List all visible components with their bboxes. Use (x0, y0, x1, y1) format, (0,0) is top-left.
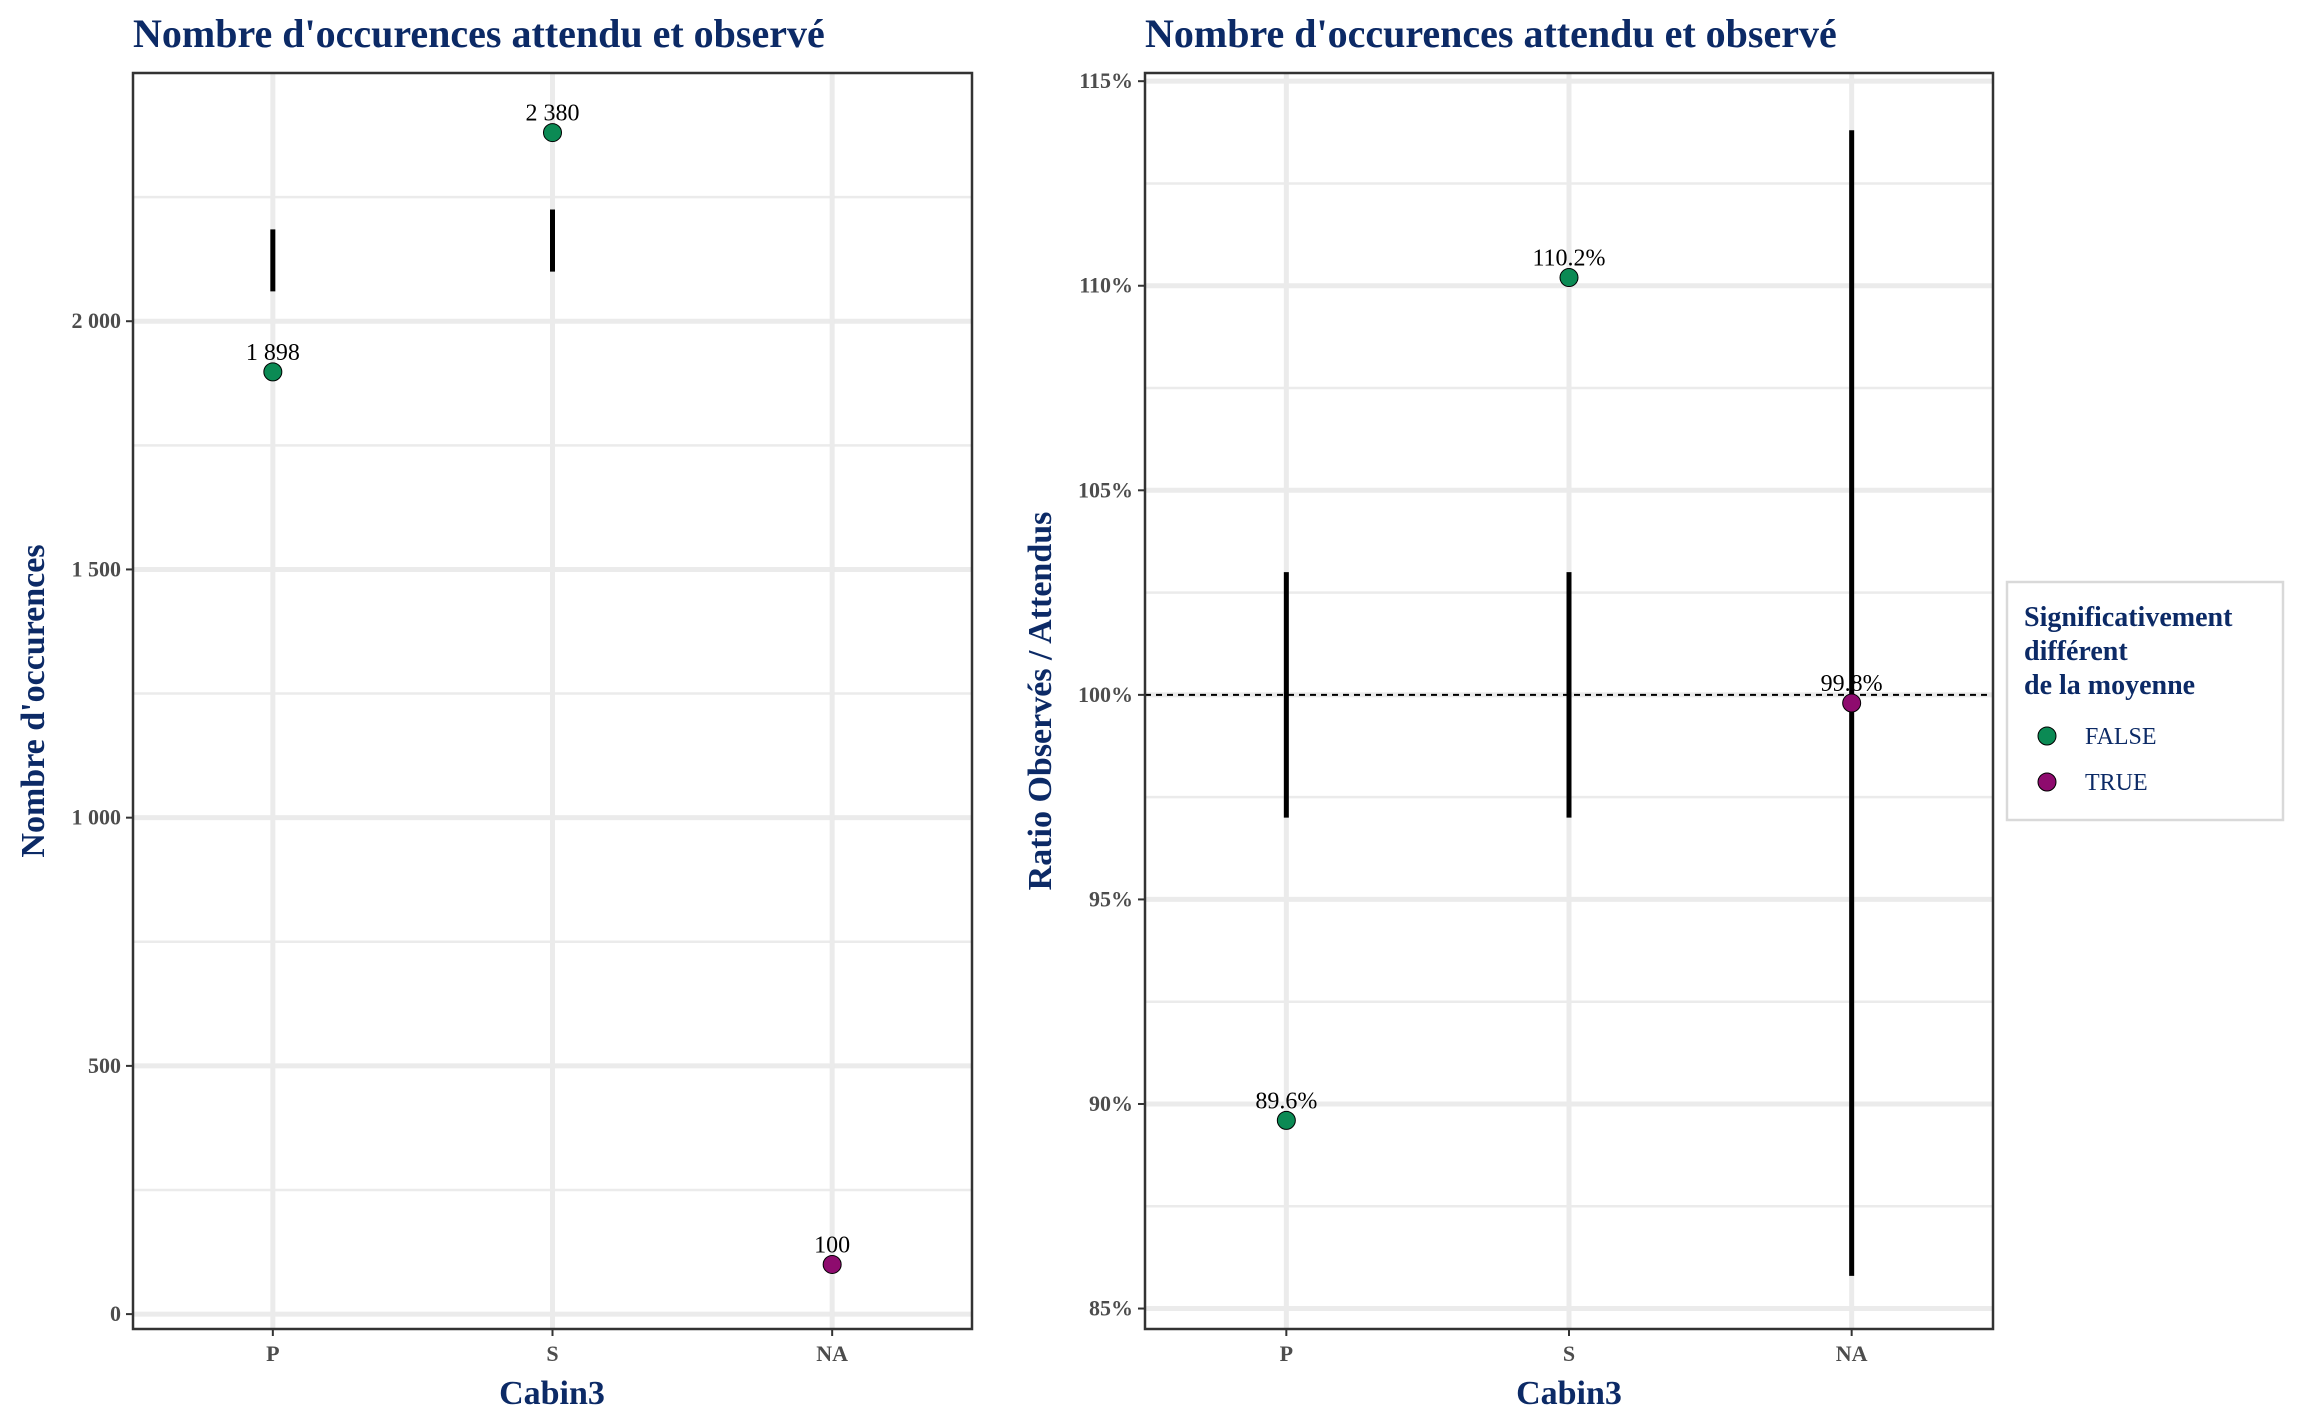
x-tick-label: NA (816, 1341, 848, 1366)
left-points (263, 123, 842, 1274)
y-tick-label: 0 (110, 1301, 121, 1326)
data-label: 89.6% (1255, 1088, 1317, 1114)
right-y-axis-title: Ratio Observés / Attendus (1022, 512, 1059, 891)
y-tick-label: 1 500 (72, 556, 122, 581)
y-tick-label: 100% (1078, 682, 1133, 707)
legend-key-false (2037, 726, 2057, 746)
right-data-labels: 89.6% 110.2% 99.8% (1255, 246, 1882, 1115)
right-x-axis-title: Cabin3 (1516, 1375, 1622, 1412)
left-x-axis: P S NA (266, 1329, 848, 1366)
data-label: 110.2% (1532, 246, 1605, 272)
right-points (1276, 268, 1862, 1130)
left-y-axis: 0 500 1 000 1 500 2 000 (72, 308, 133, 1326)
legend-title-line-2: différent (2024, 636, 2128, 667)
left-data-labels: 1 898 2 380 100 (246, 101, 850, 1259)
legend-title-line-3: de la moyenne (2024, 670, 2195, 701)
left-chart-title: Nombre d'occurences attendu et observé (133, 11, 825, 56)
y-tick-label: 115% (1079, 68, 1133, 93)
y-tick-label: 95% (1089, 886, 1133, 911)
right-chart-title: Nombre d'occurences attendu et observé (1145, 11, 1837, 56)
y-tick-label: 85% (1089, 1296, 1133, 1321)
left-x-axis-title: Cabin3 (499, 1375, 605, 1412)
x-tick-label: P (1280, 1341, 1293, 1366)
y-tick-label: 2 000 (72, 308, 122, 333)
x-tick-label: S (546, 1341, 558, 1366)
x-tick-label: NA (1836, 1341, 1868, 1366)
y-tick-label: 90% (1089, 1091, 1133, 1116)
panel-right: Nombre d'occurences attendu et observé 8… (1022, 11, 1995, 1412)
data-label: 100 (814, 1232, 850, 1258)
data-label: 99.8% (1821, 671, 1883, 697)
data-point (1842, 693, 1862, 713)
data-point (1559, 268, 1579, 288)
data-label: 1 898 (246, 340, 300, 366)
legend-label-false: FALSE (2085, 724, 2157, 750)
y-tick-label: 105% (1078, 477, 1133, 502)
right-x-axis: P S NA (1280, 1329, 1868, 1366)
data-point (263, 362, 283, 382)
legend-title-line-1: Significativement (2024, 602, 2233, 633)
x-tick-label: S (1563, 1341, 1575, 1366)
panel-left: Nombre d'occurences attendu et observé 1… (15, 11, 974, 1412)
legend-label-true: TRUE (2085, 770, 2148, 796)
data-label: 2 380 (526, 101, 580, 127)
legend: Significativement différent de la moyenn… (2005, 580, 2285, 822)
data-point (543, 123, 562, 143)
y-tick-label: 110% (1079, 273, 1133, 298)
left-error-bars (270, 209, 555, 292)
right-y-axis: 85% 90% 95% 100% 105% 110% 115% (1078, 68, 1145, 1321)
y-tick-label: 1 000 (72, 805, 122, 830)
left-y-axis-title: Nombre d'occurences (15, 544, 52, 857)
legend-key-true (2037, 772, 2057, 792)
data-point (1276, 1110, 1296, 1130)
x-tick-label: P (266, 1341, 279, 1366)
y-tick-label: 500 (88, 1053, 121, 1078)
data-point (822, 1254, 842, 1274)
